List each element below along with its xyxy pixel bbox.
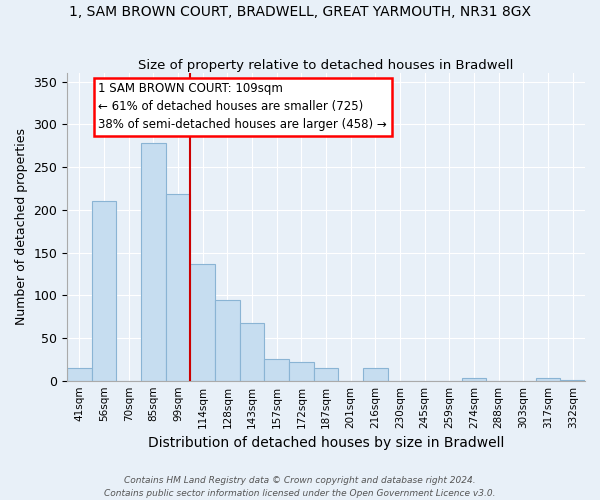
Text: Contains HM Land Registry data © Crown copyright and database right 2024.
Contai: Contains HM Land Registry data © Crown c… [104,476,496,498]
Bar [289,362,314,380]
Bar [265,360,289,380]
Bar [462,378,487,380]
Bar [314,368,338,380]
Text: 1 SAM BROWN COURT: 109sqm
← 61% of detached houses are smaller (725)
38% of semi: 1 SAM BROWN COURT: 109sqm ← 61% of detac… [98,82,387,132]
Bar [536,378,560,380]
Bar [67,368,92,380]
Y-axis label: Number of detached properties: Number of detached properties [15,128,28,326]
Bar [141,143,166,380]
Bar [240,322,265,380]
Bar [92,202,116,380]
X-axis label: Distribution of detached houses by size in Bradwell: Distribution of detached houses by size … [148,436,504,450]
Text: 1, SAM BROWN COURT, BRADWELL, GREAT YARMOUTH, NR31 8GX: 1, SAM BROWN COURT, BRADWELL, GREAT YARM… [69,5,531,19]
Bar [363,368,388,380]
Bar [215,300,240,380]
Bar [190,264,215,380]
Title: Size of property relative to detached houses in Bradwell: Size of property relative to detached ho… [139,59,514,72]
Bar [166,194,190,380]
